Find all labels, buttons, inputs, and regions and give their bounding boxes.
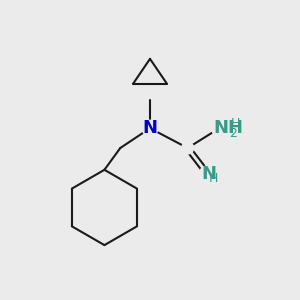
Text: H: H <box>230 117 240 130</box>
Text: 2: 2 <box>229 127 237 140</box>
Text: H: H <box>209 172 218 185</box>
Text: N: N <box>142 119 158 137</box>
Text: N: N <box>202 165 217 183</box>
Circle shape <box>200 166 215 182</box>
Text: NH: NH <box>213 119 243 137</box>
Circle shape <box>212 120 227 136</box>
Circle shape <box>182 142 194 154</box>
Circle shape <box>142 120 158 136</box>
